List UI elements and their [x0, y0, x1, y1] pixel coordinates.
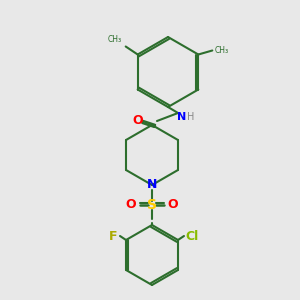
- Text: CH₃: CH₃: [108, 35, 122, 44]
- Text: N: N: [147, 178, 157, 191]
- Text: N: N: [177, 112, 187, 122]
- Text: O: O: [133, 115, 143, 128]
- Text: O: O: [168, 199, 178, 212]
- Text: H: H: [187, 112, 195, 122]
- Text: CH₃: CH₃: [214, 46, 228, 55]
- Text: O: O: [126, 199, 136, 212]
- Text: S: S: [147, 198, 157, 212]
- Text: Cl: Cl: [185, 230, 199, 242]
- Text: F: F: [109, 230, 117, 242]
